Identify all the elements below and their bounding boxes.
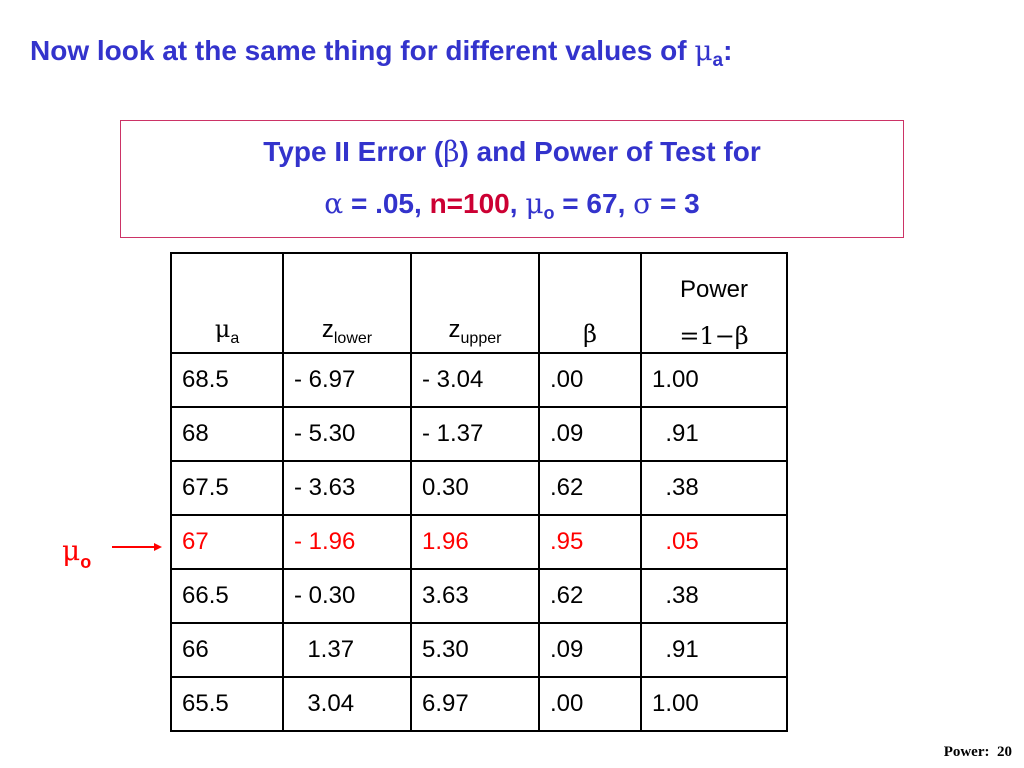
table-body: 68.5- 6.97- 3.04.00 1.00 68- 5.30- 1.37.09…	[170, 352, 788, 732]
table-cell: 68.5	[170, 352, 284, 408]
slide-title: Now look at the same thing for different…	[30, 34, 732, 72]
table-cell: .38	[640, 568, 788, 624]
table-cell: .91	[640, 406, 788, 462]
mu-subscript: o	[80, 552, 92, 572]
table-cell: .38	[640, 460, 788, 516]
mu-symbol: μ	[62, 534, 81, 567]
table-cell: 68	[170, 406, 284, 462]
table-cell: 1.37	[282, 622, 412, 678]
table-cell: - 5.30	[282, 406, 412, 462]
table-cell: .95	[538, 514, 642, 570]
title-suffix: :	[723, 35, 733, 66]
table-row: 67.5- 3.63 0.30.62 .38	[170, 460, 788, 516]
z-subscript: upper	[460, 330, 502, 347]
slide-footer: Power: 20	[943, 744, 1012, 760]
header-mu-a: μa	[170, 252, 284, 354]
alpha-value: = .05,	[343, 188, 430, 219]
title-subscript: a	[712, 50, 724, 71]
table-cell: .62	[538, 568, 642, 624]
sample-size: n=100	[429, 188, 510, 219]
mu-subscript: a	[230, 330, 240, 347]
header-beta: β	[538, 252, 642, 354]
power-table: μa zlower zupper β Power =1−β 68.5- 6.97-…	[170, 252, 788, 732]
header-power: Power =1−β	[640, 252, 788, 354]
table-cell: 1.96	[410, 514, 540, 570]
z-subscript: lower	[333, 330, 373, 347]
power-label: Power	[679, 276, 749, 303]
table-row: 68.5- 6.97- 3.04.00 1.00	[170, 352, 788, 408]
beta-symbol: β	[583, 320, 597, 348]
table-cell: .09	[538, 622, 642, 678]
mu-subscript: o	[543, 203, 555, 223]
box-parameters: α = .05, n=100, μo = 67, σ = 3	[121, 187, 903, 224]
table-row: 66.5- 0.30 3.63.62 .38	[170, 568, 788, 624]
table-cell: 5.30	[410, 622, 540, 678]
mu-value: = 67,	[554, 188, 634, 219]
table-row: 67- 1.96 1.96.95 .05	[170, 514, 788, 570]
table-cell: .62	[538, 460, 642, 516]
arrow-right-icon	[112, 543, 162, 551]
table-cell: 65.5	[170, 676, 284, 732]
table-cell: 6.97	[410, 676, 540, 732]
table-cell: .91	[640, 622, 788, 678]
table-header-row: μa zlower zupper β Power =1−β	[170, 252, 788, 354]
table-cell: 3.63	[410, 568, 540, 624]
header-z-lower: zlower	[282, 252, 412, 354]
title-text: Now look at the same thing for different…	[30, 35, 695, 66]
table-cell: - 3.04	[410, 352, 540, 408]
mu-symbol: μ	[214, 315, 231, 343]
table-cell: 66	[170, 622, 284, 678]
box-heading-pre: Type II Error (	[263, 136, 444, 167]
table-row: 66 1.37 5.30.09 .91	[170, 622, 788, 678]
table-cell: - 1.96	[282, 514, 412, 570]
box-heading: Type II Error (β) and Power of Test for	[121, 135, 903, 168]
z-symbol: z	[448, 316, 461, 343]
sigma-symbol: σ	[633, 187, 653, 220]
sigma-value: = 3	[652, 188, 700, 219]
mu-symbol: μ	[694, 34, 713, 67]
beta-symbol: β	[443, 135, 460, 168]
table-cell: 0.30	[410, 460, 540, 516]
table-cell: 67	[170, 514, 284, 570]
table-cell: 67.5	[170, 460, 284, 516]
table-cell: .05	[640, 514, 788, 570]
table-cell: 1.00	[640, 676, 788, 732]
table-cell: .09	[538, 406, 642, 462]
mu-o-pointer-label: μo	[62, 534, 91, 573]
header-z-upper: zupper	[410, 252, 540, 354]
box-heading-post: ) and Power of Test for	[459, 136, 761, 167]
table-cell: .00	[538, 676, 642, 732]
table-cell: 1.00	[640, 352, 788, 408]
table-cell: - 3.63	[282, 460, 412, 516]
table-row: 65.5 3.04 6.97.00 1.00	[170, 676, 788, 732]
z-symbol: z	[321, 316, 334, 343]
parameters-box: Type II Error (β) and Power of Test for …	[120, 120, 904, 238]
table-cell: 3.04	[282, 676, 412, 732]
table-cell: 66.5	[170, 568, 284, 624]
table-cell: - 1.37	[410, 406, 540, 462]
table-cell: - 6.97	[282, 352, 412, 408]
table-row: 68- 5.30- 1.37.09 .91	[170, 406, 788, 462]
table-cell: - 0.30	[282, 568, 412, 624]
power-formula: =1−β	[679, 322, 749, 350]
separator: ,	[509, 188, 526, 219]
mu-symbol: μ	[525, 187, 544, 220]
table-cell: .00	[538, 352, 642, 408]
alpha-symbol: α	[324, 187, 344, 220]
